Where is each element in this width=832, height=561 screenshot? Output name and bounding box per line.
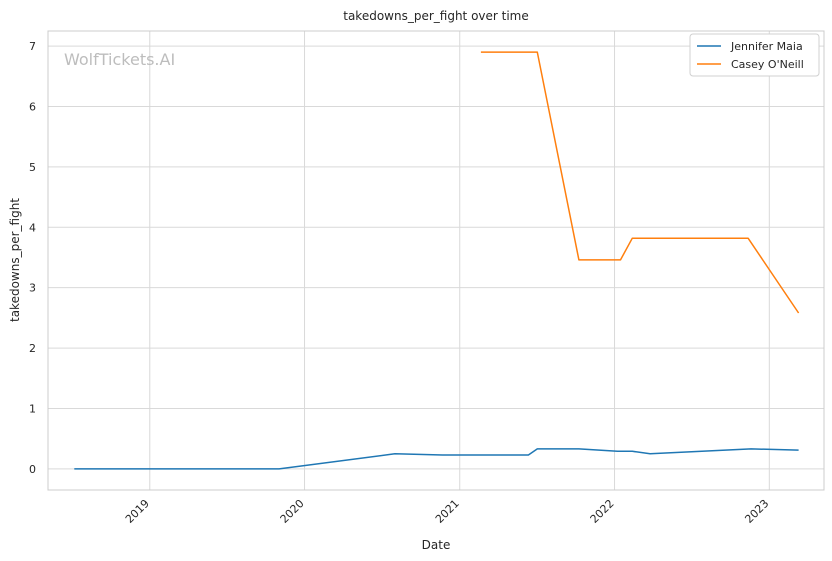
watermark: WolfTickets.AI [64,50,175,69]
y-tick-label: 6 [29,100,36,113]
legend-box [689,33,820,77]
y-tick-label: 2 [29,342,36,355]
grid-lines [48,31,824,490]
series-line-casey-o-neill [480,51,800,314]
y-tick-label: 0 [29,463,36,476]
chart-title: takedowns_per_fight over time [343,9,529,23]
plot-area-frame [47,30,825,491]
legend-label-casey-oneill: Casey O'Neill [731,58,804,71]
legend: Jennifer Maia Casey O'Neill [689,33,820,77]
series-layer [74,51,800,470]
legend-label-jennifer-maia: Jennifer Maia [730,40,803,53]
y-tick-label: 4 [29,221,36,234]
y-axis-title: takedowns_per_fight [8,198,22,322]
x-axis-title: Date [422,538,451,552]
y-tick-label: 3 [29,282,36,295]
y-tick-label: 1 [29,402,36,415]
y-tick-label: 5 [29,161,36,174]
y-axis: 0 1 2 3 4 5 6 7 [29,40,36,476]
series-line-jennifer-maia [74,448,799,470]
y-tick-label: 7 [29,40,36,53]
